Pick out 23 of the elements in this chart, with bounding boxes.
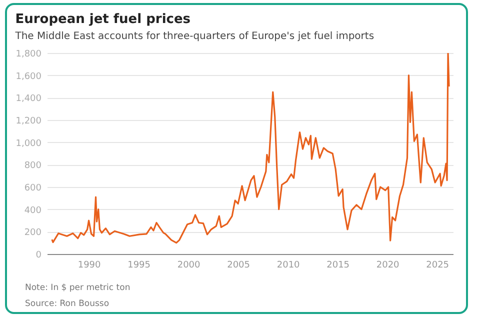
x-tick-label: 2020 <box>376 260 400 270</box>
chart-subtitle: The Middle East accounts for three-quarters of Europe's jet fuel imports <box>14 31 374 42</box>
y-tick-label: 1,600 <box>16 72 42 82</box>
chart-title: European jet fuel prices <box>15 12 191 27</box>
x-tick-label: 2025 <box>426 260 450 270</box>
text: Note: In $ per metric ton <box>25 282 130 295</box>
x-tick-label: 2000 <box>177 260 201 270</box>
y-tick-label: 1,800 <box>16 50 42 60</box>
source-note: Source: Ron Bousso <box>25 298 110 311</box>
y-tick-label: 1,400 <box>16 94 42 104</box>
y-tick-label: 1,200 <box>16 116 42 126</box>
x-tick-label: 1990 <box>78 260 102 270</box>
y-tick-label: 1,000 <box>16 138 42 149</box>
x-tick-label: 2010 <box>276 260 300 270</box>
x-tick-label: 2005 <box>227 260 250 270</box>
y-tick-label: 800 <box>24 161 42 172</box>
y-tick-label: 0 <box>36 250 42 260</box>
line-series <box>51 53 450 244</box>
y-tick-label: 400 <box>24 206 42 216</box>
y-tick-label: 600 <box>24 184 42 194</box>
y-tick-label: 200 <box>24 228 42 238</box>
x-tick-label: 2015 <box>326 260 350 270</box>
x-tick-label: 1995 <box>128 260 150 270</box>
